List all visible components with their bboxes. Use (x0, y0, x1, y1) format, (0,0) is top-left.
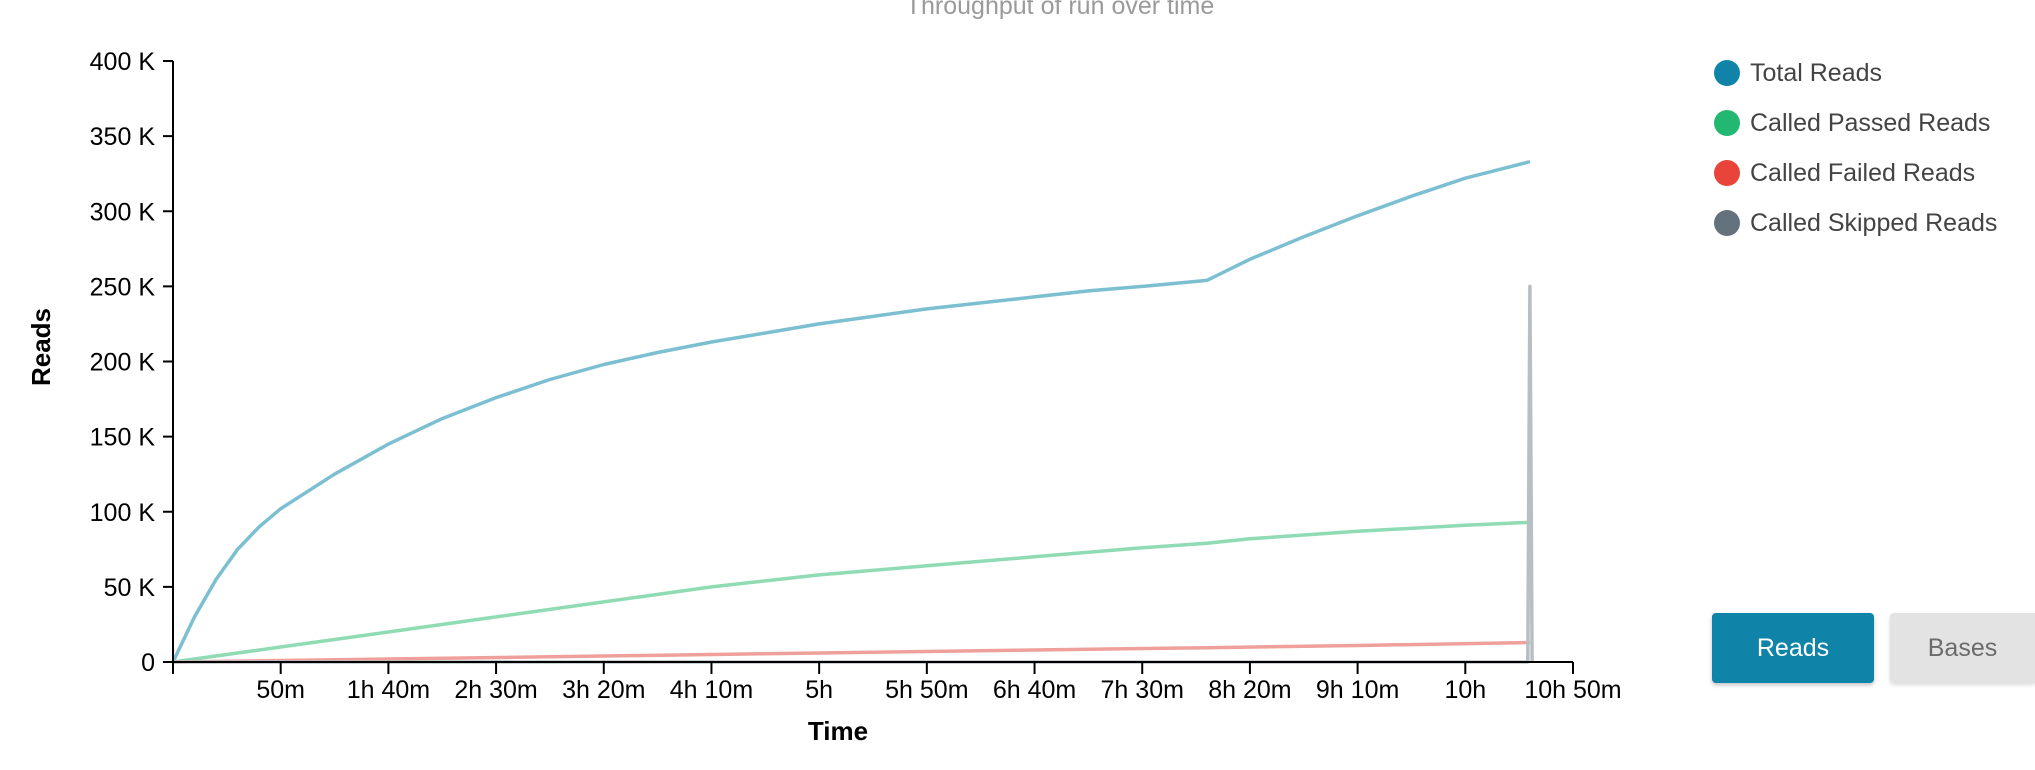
y-tick-label: 200 K (90, 349, 156, 377)
legend-dot-icon (1714, 160, 1740, 186)
x-tick-label: 3h 20m (562, 676, 645, 704)
legend-item-total-reads[interactable]: Total Reads (1714, 48, 1997, 98)
x-tick-label: 4h 10m (670, 676, 753, 704)
x-tick-label: 50m (256, 676, 305, 704)
legend-label: Called Skipped Reads (1750, 208, 1998, 237)
legend-item-called-failed-reads[interactable]: Called Failed Reads (1714, 148, 1997, 198)
series-line-called-failed-reads (172, 640, 1530, 664)
legend-dot-icon (1714, 60, 1740, 86)
x-tick-label: 2h 30m (454, 676, 537, 704)
chart-legend: Total Reads Called Passed Reads Called F… (1714, 48, 1997, 248)
y-tick-label: 350 K (90, 123, 156, 151)
series-line-called-passed-reads (172, 520, 1530, 664)
x-tick-label: 5h (805, 676, 833, 704)
legend-label: Called Passed Reads (1750, 108, 1991, 137)
legend-dot-icon (1714, 110, 1740, 136)
y-tick-label: 300 K (90, 198, 156, 226)
legend-item-called-passed-reads[interactable]: Called Passed Reads (1714, 98, 1997, 148)
y-tick-label: 50 K (104, 574, 156, 602)
y-tick-label: 0 (141, 649, 155, 677)
y-tick-label: 100 K (90, 499, 156, 527)
y-axis: 0 50 K 100 K 150 K 200 K 250 K 300 K 350 K 400 K (90, 48, 174, 677)
x-tick-label: 10h (1444, 676, 1486, 704)
legend-label: Called Failed Reads (1750, 158, 1976, 187)
throughput-chart: Throughput of run over time 0 50 K 100 K 15… (26, 0, 1622, 746)
x-tick-label: 1h 40m (347, 676, 430, 704)
x-tick-label: 10h 50m (1524, 676, 1621, 704)
series-line-total-reads (171, 160, 1531, 663)
reads-toggle-button[interactable]: Reads (1712, 613, 1874, 683)
x-axis-label: Time (808, 716, 868, 746)
y-tick-label: 400 K (90, 48, 156, 76)
bases-toggle-button[interactable]: Bases (1890, 613, 2035, 683)
y-tick-label: 150 K (90, 424, 156, 452)
series-lines (171, 160, 1534, 664)
x-tick-label: 8h 20m (1208, 676, 1291, 704)
y-axis-label: Reads (26, 308, 56, 386)
x-tick-label: 7h 30m (1101, 676, 1184, 704)
series-line-called-skipped-reads (173, 284, 1534, 664)
x-axis: 50m 1h 40m 2h 30m 3h 20m 4h 10m 5h 5h 50m 6h 40… (172, 661, 1622, 704)
x-tick-label: 9h 10m (1316, 676, 1399, 704)
x-tick-label: 6h 40m (993, 676, 1076, 704)
y-tick-label: 250 K (90, 273, 156, 301)
chart-title: Throughput of run over time (906, 0, 1215, 20)
legend-item-called-skipped-reads[interactable]: Called Skipped Reads (1714, 198, 1997, 248)
legend-label: Total Reads (1750, 58, 1883, 87)
legend-dot-icon (1714, 210, 1740, 236)
x-tick-label: 5h 50m (885, 676, 968, 704)
